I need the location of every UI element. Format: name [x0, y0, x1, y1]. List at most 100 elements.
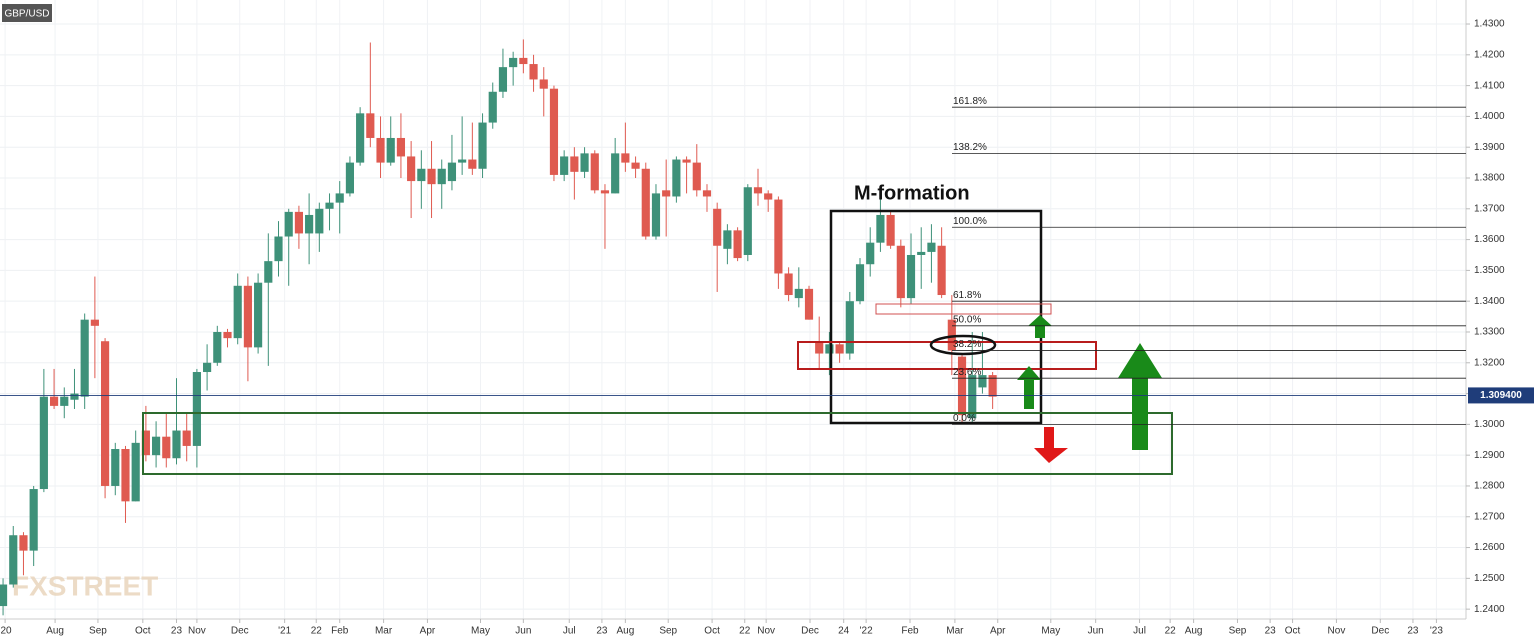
y-tick-label: 1.2500	[1474, 573, 1505, 584]
candle-body	[447, 162, 457, 182]
y-tick-label: 1.3400	[1474, 296, 1505, 307]
candle-body	[519, 57, 528, 65]
candle-body	[458, 159, 467, 163]
candle-body	[254, 282, 263, 348]
y-tick-label: 1.3600	[1474, 234, 1505, 245]
x-tick-label: Aug	[616, 626, 634, 637]
x-tick-label: Apr	[420, 626, 436, 637]
support-box	[142, 412, 1173, 475]
candle-body	[600, 190, 610, 194]
x-tick-label: 22	[739, 626, 751, 637]
candle-body	[713, 208, 722, 246]
fib-label: 23.6%	[953, 367, 981, 378]
watermark: FXSTREET	[12, 570, 158, 601]
resistance-box	[797, 341, 1097, 370]
candle-body	[386, 137, 395, 163]
y-tick-label: 1.4100	[1474, 80, 1505, 91]
y-tick-label: 1.3300	[1474, 327, 1505, 338]
highlight-ellipse	[929, 334, 997, 356]
x-tick-label: 23	[171, 626, 183, 637]
candle-body	[794, 288, 803, 299]
y-tick-label: 1.2700	[1474, 511, 1505, 522]
x-tick-label: Jun	[1088, 626, 1104, 637]
price-tag	[1468, 387, 1534, 404]
fib-label: 138.2%	[953, 142, 987, 153]
candle-body	[692, 162, 701, 191]
candle-body	[478, 122, 487, 169]
candle-body	[315, 208, 324, 234]
candle-body	[549, 88, 559, 175]
candle-body	[509, 57, 518, 68]
candle-body	[804, 288, 814, 320]
candle-body	[172, 430, 181, 459]
arrow-up	[1028, 315, 1052, 338]
fib-label: 38.2%	[953, 339, 981, 350]
candle-body	[947, 319, 956, 351]
candle-body	[743, 187, 752, 255]
fib-label: 0.0%	[953, 413, 976, 424]
x-tick-label: May	[1041, 626, 1060, 637]
candle-body	[468, 159, 477, 169]
x-tick-label: Sep	[659, 626, 677, 637]
fib-label: 61.8%	[953, 290, 981, 301]
candle-body	[702, 190, 712, 197]
x-tick-label: Nov	[188, 626, 206, 637]
candle-body	[968, 375, 977, 419]
x-tick-label: Apr	[990, 626, 1006, 637]
candle-body	[927, 242, 936, 252]
candle-body	[152, 436, 161, 456]
candle-body	[539, 79, 548, 89]
candle-body	[825, 344, 834, 354]
candle-body	[0, 584, 8, 607]
x-tick-label: 22	[311, 626, 323, 637]
x-tick-label: '22	[860, 626, 873, 637]
x-tick-label: Feb	[331, 626, 349, 637]
candle-body	[917, 251, 926, 255]
candle-body	[100, 341, 110, 486]
x-tick-label: '20	[0, 626, 12, 637]
candle-body	[396, 137, 406, 157]
candle-body	[213, 331, 222, 363]
candle-body	[141, 430, 150, 456]
y-tick-label: 1.2800	[1474, 481, 1505, 492]
x-tick-label: Mar	[375, 626, 393, 637]
candle-body	[294, 211, 303, 234]
candle-body	[305, 214, 314, 234]
candle-body	[651, 193, 661, 237]
candle-body	[90, 319, 99, 326]
x-tick-label: Dec	[1371, 626, 1389, 637]
candle-body	[723, 230, 732, 249]
candle-body	[243, 285, 252, 348]
y-tick-label: 1.4300	[1474, 19, 1505, 30]
candle-body	[570, 156, 579, 172]
candle-body	[366, 113, 375, 138]
x-tick-label: Oct	[1285, 626, 1301, 637]
candle-body	[264, 261, 273, 283]
candle-body	[896, 245, 905, 299]
chart-title: GBP/USD	[4, 9, 49, 20]
fib-label: 50.0%	[953, 314, 981, 325]
candle-body	[39, 396, 48, 490]
x-tick-label: Mar	[946, 626, 964, 637]
price-label: 1.309400	[1480, 390, 1522, 401]
y-tick-label: 1.3200	[1474, 357, 1505, 368]
candle-body	[131, 442, 140, 502]
x-tick-label: Jul	[563, 626, 576, 637]
candle-body	[764, 193, 773, 200]
candle-body	[774, 199, 783, 274]
candle-body	[641, 168, 650, 237]
x-tick-label: Dec	[231, 626, 249, 637]
candle-body	[488, 91, 497, 123]
x-tick-label: Jun	[515, 626, 531, 637]
candle-body	[784, 273, 793, 296]
candle-body	[60, 396, 69, 406]
candle-body	[417, 168, 426, 182]
x-tick-label: Nov	[1328, 626, 1346, 637]
candle-body	[49, 396, 59, 406]
candle-body	[284, 211, 293, 237]
candle-body	[682, 159, 691, 163]
candle-body	[274, 236, 283, 262]
candle-body	[80, 319, 89, 397]
grid	[0, 0, 1466, 619]
